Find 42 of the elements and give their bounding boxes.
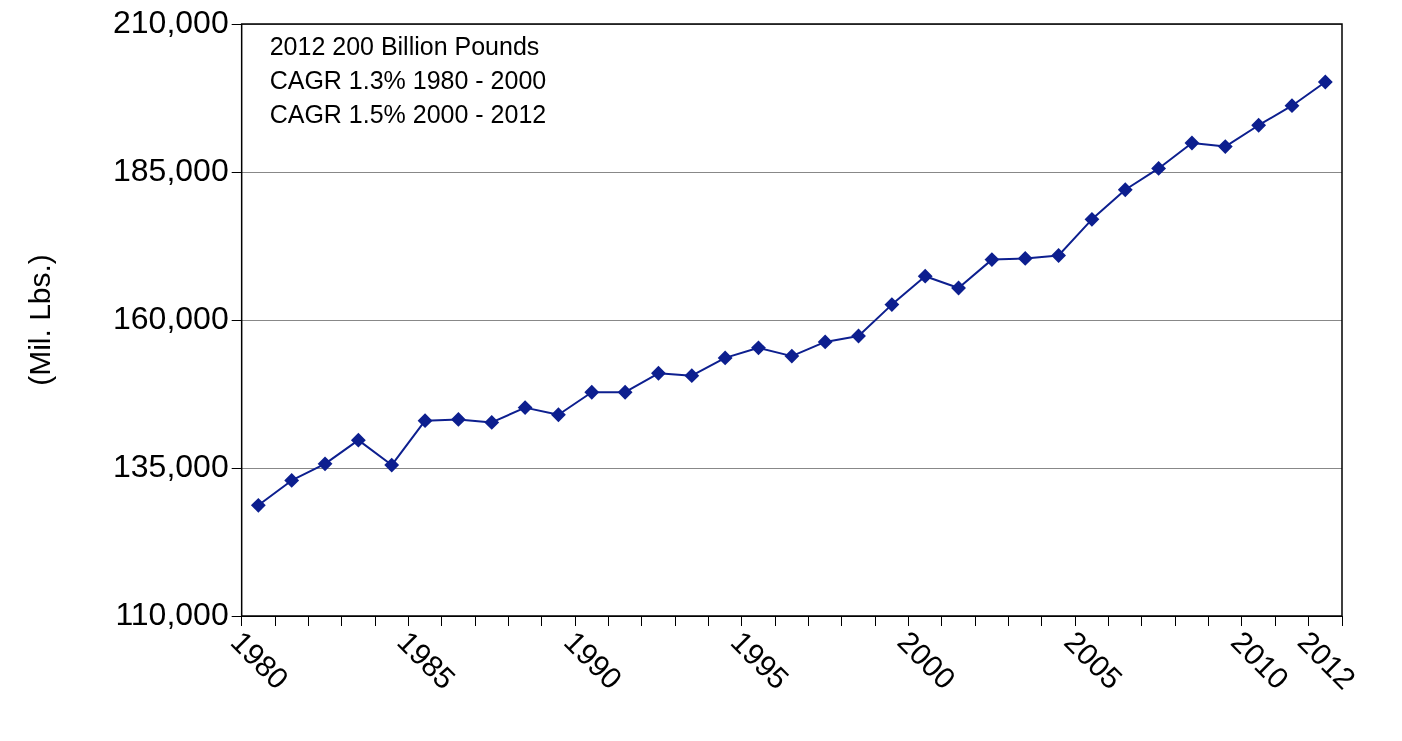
point bbox=[751, 340, 766, 355]
point bbox=[518, 400, 533, 415]
point bbox=[551, 407, 566, 422]
point bbox=[818, 334, 833, 349]
point bbox=[1018, 251, 1033, 266]
point bbox=[784, 349, 799, 364]
point bbox=[584, 385, 599, 400]
point bbox=[1151, 161, 1166, 176]
point bbox=[984, 252, 999, 267]
point bbox=[1084, 212, 1099, 227]
y-tick-label: 160,000 bbox=[113, 299, 229, 336]
point bbox=[718, 350, 733, 365]
point bbox=[284, 473, 299, 488]
point bbox=[1118, 182, 1133, 197]
y-tick-label: 110,000 bbox=[115, 595, 229, 632]
point bbox=[618, 385, 633, 400]
point bbox=[1318, 75, 1333, 90]
point bbox=[951, 281, 966, 296]
point bbox=[384, 458, 399, 473]
y-tick-label: 210,000 bbox=[113, 3, 229, 40]
y-axis-title: (Mil. Lbs.) bbox=[23, 254, 57, 386]
point bbox=[1184, 135, 1199, 150]
point bbox=[251, 498, 266, 513]
point bbox=[451, 412, 466, 427]
point bbox=[1051, 248, 1066, 263]
point bbox=[418, 413, 433, 428]
annotation: CAGR 1.5% 2000 - 2012 bbox=[269, 100, 547, 129]
point bbox=[1284, 98, 1299, 113]
point bbox=[1218, 139, 1233, 154]
point bbox=[318, 456, 333, 471]
point bbox=[1251, 118, 1266, 133]
y-tick-label: 135,000 bbox=[113, 447, 229, 484]
point bbox=[651, 366, 666, 381]
y-tick-label: 185,000 bbox=[113, 151, 229, 188]
annotation: CAGR 1.3% 1980 - 2000 bbox=[269, 66, 547, 95]
point bbox=[684, 368, 699, 383]
point bbox=[484, 415, 499, 430]
point bbox=[884, 297, 899, 312]
annotation: 2012 200 Billion Pounds bbox=[269, 32, 540, 61]
point bbox=[918, 269, 933, 284]
point bbox=[851, 328, 866, 343]
point bbox=[351, 433, 366, 448]
